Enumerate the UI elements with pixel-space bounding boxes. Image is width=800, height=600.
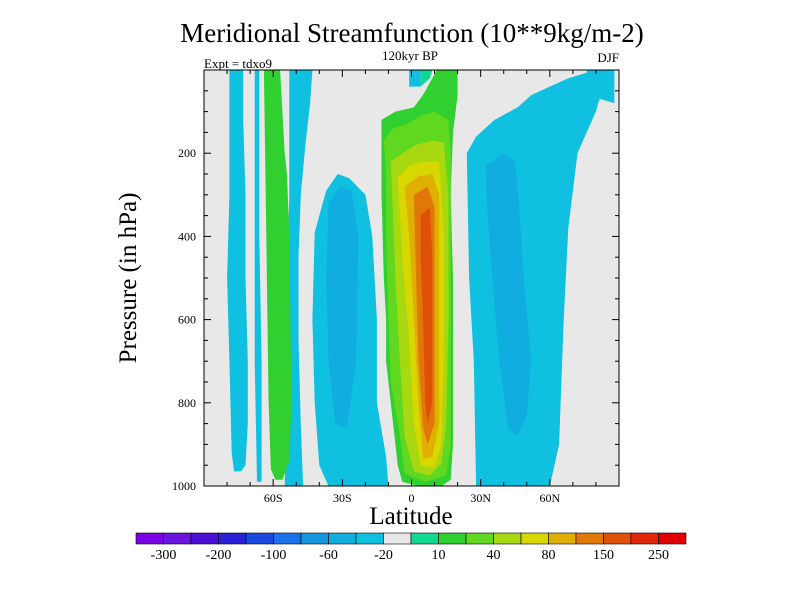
colorbar-label: -300 bbox=[151, 548, 177, 563]
colorbar-swatch bbox=[328, 532, 357, 545]
colorbar-swatch bbox=[410, 532, 439, 545]
contour-regions bbox=[227, 70, 615, 486]
colorbar-swatch bbox=[438, 532, 467, 545]
colorbar-swatch bbox=[355, 532, 384, 545]
x-tick-label: 30S bbox=[333, 491, 352, 505]
colorbar-swatch bbox=[383, 532, 412, 545]
y-axis-title: Pressure (in hPa) bbox=[115, 193, 142, 364]
season-label: DJF bbox=[597, 50, 619, 65]
colorbar-swatch bbox=[245, 532, 274, 545]
y-tick-label: 800 bbox=[178, 396, 196, 410]
contour-region-neg-strip-65s bbox=[254, 70, 262, 482]
contour-region-pos-teal bbox=[420, 70, 433, 87]
contour-region-neg-core-25s bbox=[326, 186, 359, 428]
colorbar-swatch bbox=[465, 532, 494, 545]
colorbar-swatch bbox=[630, 532, 659, 545]
colorbar-label: -200 bbox=[206, 548, 232, 563]
expt-label: Expt = tdxo9 bbox=[204, 56, 272, 71]
colorbar-label: 80 bbox=[542, 548, 556, 563]
colorbar-label: 40 bbox=[487, 548, 501, 563]
colorbar-label: 10 bbox=[432, 548, 446, 563]
colorbar-label: -100 bbox=[261, 548, 287, 563]
y-tick-label: 600 bbox=[178, 313, 196, 327]
contour-region-neg-band-45s bbox=[284, 70, 313, 486]
colorbar-swatch bbox=[548, 532, 577, 545]
colorbar-label: 250 bbox=[648, 548, 669, 563]
x-tick-label: 0 bbox=[409, 491, 415, 505]
contour-region-pos-redorange bbox=[420, 207, 433, 424]
contour-region-neg-strip-90n bbox=[586, 70, 615, 104]
x-tick-label: 60N bbox=[539, 491, 560, 505]
x-tick-label: 30N bbox=[470, 491, 491, 505]
y-tick-label: 200 bbox=[178, 146, 196, 160]
colorbar-swatch bbox=[658, 532, 687, 545]
colorbar-label: 150 bbox=[593, 548, 614, 563]
x-tick-label: 60S bbox=[264, 491, 283, 505]
colorbar-swatch bbox=[520, 532, 549, 545]
colorbar-swatch bbox=[190, 532, 219, 545]
y-tick-label: 400 bbox=[178, 229, 196, 243]
colorbar-labels: -300 -200 -100 -60 -20 10 40 80 150 250 bbox=[151, 548, 669, 563]
colorbar-swatch bbox=[163, 532, 192, 545]
colorbar-swatch bbox=[135, 532, 164, 545]
colorbar-label: -60 bbox=[319, 548, 338, 563]
colorbar-swatch bbox=[218, 532, 247, 545]
colorbar bbox=[135, 532, 687, 545]
y-tick-label: 1000 bbox=[172, 479, 196, 493]
plot-area: 60S 30S 0 30N 60N 200 400 600 800 1000 bbox=[172, 69, 620, 505]
chart-title: Meridional Streamfunction (10**9kg/m-2) bbox=[180, 18, 643, 48]
colorbar-label: -20 bbox=[374, 548, 393, 563]
contour-region-neg-core-45n bbox=[485, 153, 532, 437]
colorbar-swatch bbox=[575, 532, 604, 545]
colorbar-swatch bbox=[493, 532, 522, 545]
contour-region-neg-patch-0 bbox=[409, 70, 421, 87]
colorbar-swatch bbox=[300, 532, 329, 545]
colorbar-swatch bbox=[603, 532, 632, 545]
contour-region-pos-band-60s bbox=[263, 70, 292, 480]
colorbar-swatch bbox=[273, 532, 302, 545]
x-axis-title: Latitude bbox=[369, 503, 452, 530]
center-label: 120kyr BP bbox=[382, 48, 438, 63]
axis-ticks: 60S 30S 0 30N 60N 200 400 600 800 1000 bbox=[172, 70, 619, 505]
contour-region-neg-band-80s bbox=[227, 70, 248, 472]
